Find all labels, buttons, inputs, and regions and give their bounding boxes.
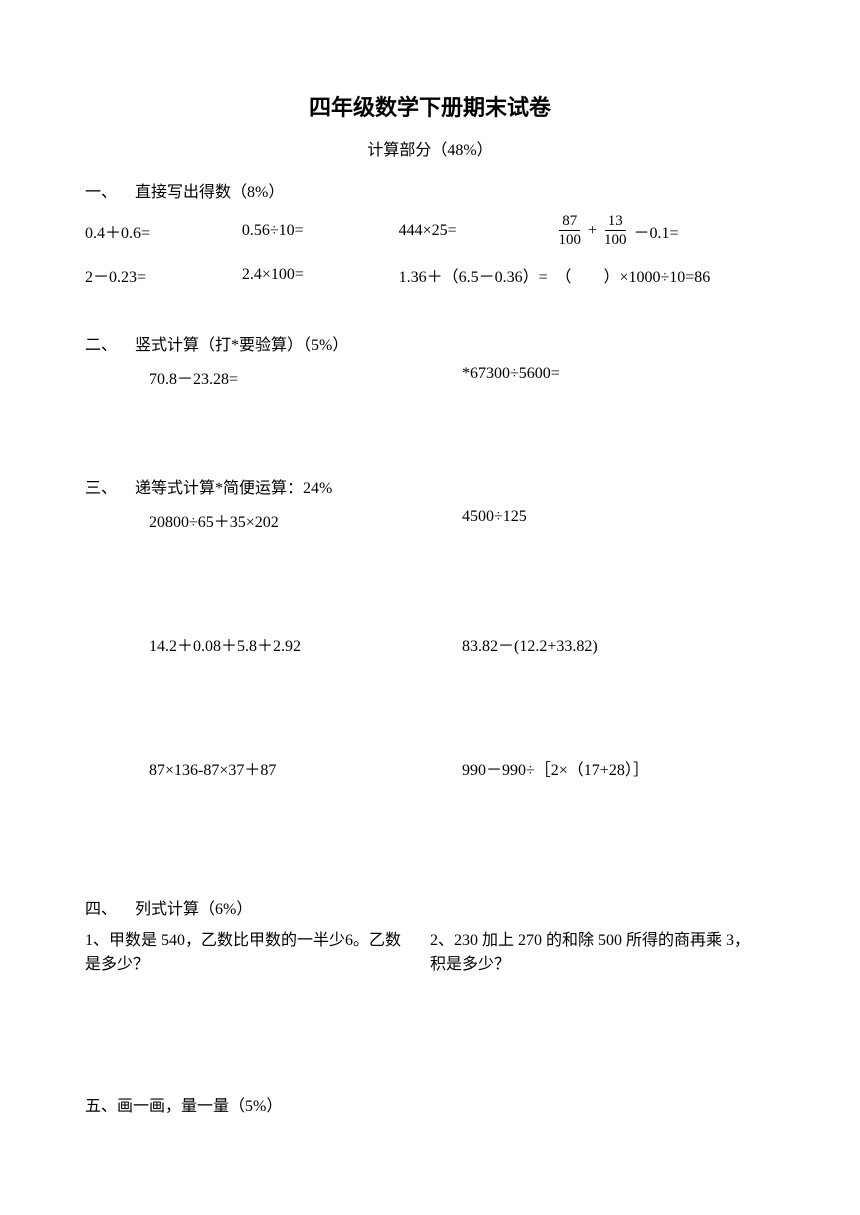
fraction-2: 13 100 [601,212,630,249]
exam-page: 四年级数学下册期末试卷 计算部分（48%） 一、直接写出得数（8%） 0.4＋0… [0,0,860,1166]
s1-r1c3: 444×25= [399,222,556,240]
page-title: 四年级数学下册期末试卷 [85,90,775,122]
frac2-den: 100 [601,231,630,249]
section-3-num: 三、 [85,474,135,498]
s1-row1: 0.4＋0.6= 0.56÷10= 444×25= 87 100 + 13 10… [85,212,775,249]
s3-row2: 14.2＋0.08＋5.8＋2.92 83.82－(12.2+33.82) [149,632,775,656]
frac-tail: －0.1= [633,219,678,243]
s1-r2c1: 2－0.23= [85,263,242,287]
s2-c2: *67300÷5600= [462,365,775,389]
section-4-header: 四、列式计算（6%） [85,895,775,919]
frac2-num: 13 [605,212,626,231]
s1-r2c4: （ ）×1000÷10=86 [555,263,775,287]
section-1-num: 一、 [85,178,135,202]
s4-q2: 2、230 加上 270 的和除 500 所得的商再乘 3，积是多少？ [430,929,775,977]
s3-r1c1: 20800÷65＋35×202 [149,508,462,532]
s2-c1: 70.8－23.28= [149,365,462,389]
s1-r2c2: 2.4×100= [242,266,399,284]
s1-r1c1: 0.4＋0.6= [85,219,242,243]
section-3-header: 三、递等式计算*简便运算：24% [85,474,775,498]
section-1-header: 一、直接写出得数（8%） [85,178,775,202]
s1-row2: 2－0.23= 2.4×100= 1.36＋（6.5－0.36）= （ ）×10… [85,263,775,287]
frac-plus: + [588,222,597,240]
s3-r3c2: 990－990÷［2×（17+28）］ [462,756,775,780]
s3-r3c1: 87×136-87×37＋87 [149,756,462,780]
s1-r2c3: 1.36＋（6.5－0.36）= [399,263,556,287]
s3-row1: 20800÷65＋35×202 4500÷125 [149,508,775,532]
s3-r2c1: 14.2＋0.08＋5.8＋2.92 [149,632,462,656]
s3-row3: 87×136-87×37＋87 990－990÷［2×（17+28）］ [149,756,775,780]
fraction-1: 87 100 [555,212,584,249]
s2-row: 70.8－23.28= *67300÷5600= [149,365,775,389]
s1-r1c2: 0.56÷10= [242,222,399,240]
frac1-den: 100 [555,231,584,249]
section-2-header: 二、竖式计算（打*要验算）（5%） [85,331,775,355]
section-5-header: 五、画一画，量一量（5%） [85,1092,775,1116]
section-2-num: 二、 [85,331,135,355]
s3-r2c2: 83.82－(12.2+33.82) [462,632,775,656]
page-subtitle: 计算部分（48%） [85,136,775,160]
s1-r1c4: 87 100 + 13 100 －0.1= [555,212,775,249]
s4-q1: 1、甲数是 540，乙数比甲数的一半少6。乙数是多少？ [85,929,430,977]
section-1-text: 直接写出得数（8%） [135,184,284,201]
frac1-num: 87 [559,212,580,231]
section-4-num: 四、 [85,895,135,919]
s4-row: 1、甲数是 540，乙数比甲数的一半少6。乙数是多少？ 2、230 加上 270… [85,929,775,977]
s3-r1c2: 4500÷125 [462,508,775,532]
section-2-text: 竖式计算（打*要验算）（5%） [135,337,348,354]
section-4-text: 列式计算（6%） [135,901,252,918]
section-3-text: 递等式计算*简便运算：24% [135,480,332,497]
